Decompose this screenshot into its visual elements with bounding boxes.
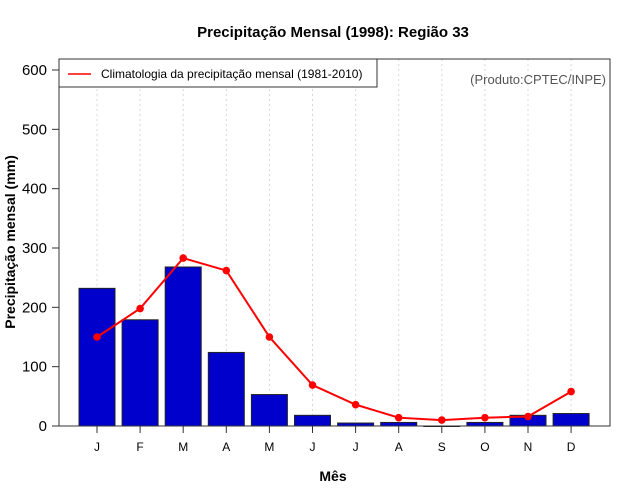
bar-4 — [250, 394, 288, 427]
climatology-point-0 — [93, 333, 101, 341]
bar-5 — [294, 414, 331, 427]
legend: Climatologia da precipitação mensal (198… — [58, 58, 378, 88]
climatology-point-2 — [179, 254, 187, 262]
climatology-point-1 — [136, 304, 144, 313]
climatology-point-10 — [524, 412, 532, 421]
climatology-point-4 — [265, 333, 274, 341]
climatology-point-5 — [308, 381, 317, 389]
y-tick-label: 100 — [22, 359, 47, 376]
y-tick-label: 300 — [22, 240, 47, 257]
climatology-point-6 — [351, 400, 360, 409]
bar-9 — [466, 421, 504, 427]
bar-2 — [164, 266, 202, 427]
x-tick-label: N — [524, 440, 533, 454]
x-tick-label: M — [178, 440, 188, 454]
climatology-point-7 — [394, 413, 403, 422]
x-tick-label: M — [264, 440, 274, 454]
x-tick-label: J — [353, 440, 359, 454]
bar-1 — [121, 319, 159, 427]
bar-3 — [207, 351, 245, 427]
x-tick-label: A — [222, 440, 230, 454]
climatology-point-11 — [567, 387, 575, 396]
y-tick-label: 500 — [22, 121, 47, 138]
x-tick-label: D — [567, 440, 576, 454]
y-tick-label: 0 — [39, 418, 47, 435]
x-tick-label: O — [480, 440, 489, 454]
bar-11 — [552, 413, 590, 427]
y-tick-label: 400 — [22, 181, 47, 198]
bar-series — [78, 266, 590, 427]
x-tick-label: F — [136, 440, 143, 454]
climatology-point-8 — [438, 416, 446, 424]
x-axis-label: Mês — [319, 468, 346, 484]
legend-box — [58, 58, 378, 88]
chart-title: Precipitação Mensal (1998): Região 33 — [197, 24, 469, 41]
bar-0 — [78, 287, 116, 427]
y-tick-label: 200 — [22, 299, 47, 316]
legend-label-climatology: Climatologia da precipitação mensal (198… — [101, 67, 362, 81]
credit-text: (Produto:CPTEC/INPE) — [470, 72, 606, 87]
x-tick-label: J — [94, 440, 100, 454]
y-axis-label: Precipitação mensal (mm) — [2, 155, 18, 329]
y-tick-label: 600 — [22, 62, 47, 79]
climatology-point-3 — [222, 266, 231, 275]
climatology-point-9 — [481, 413, 489, 422]
climatology-line — [96, 256, 572, 422]
x-tick-label: J — [310, 440, 316, 454]
x-tick-label: A — [395, 440, 403, 454]
x-tick-label: S — [438, 440, 446, 454]
climatology-line-series — [93, 254, 575, 424]
bar-7 — [380, 421, 418, 427]
y-axis: 0 100 200 300 400 500 600 — [22, 62, 60, 435]
